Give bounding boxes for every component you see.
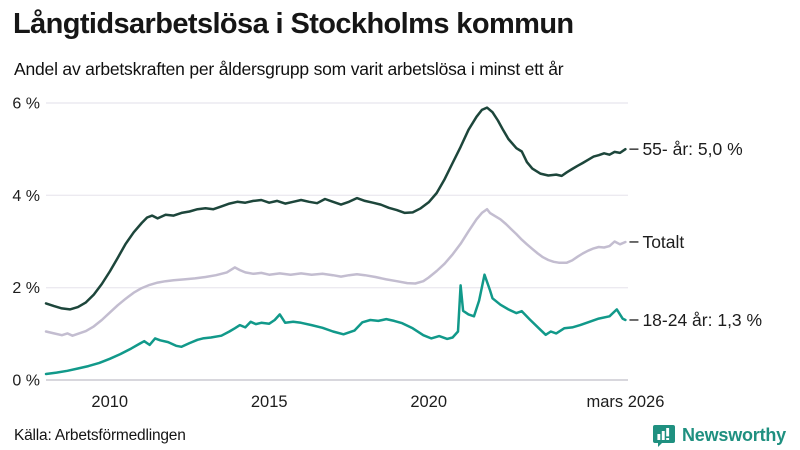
y-tick-label-4: 4 % [12,188,40,205]
x-tick-label-mars-2026: mars 2026 [586,393,664,411]
chart-subtitle: Andel av arbetskraften per åldersgrupp s… [14,59,564,79]
bar-chart-bubble-icon [652,425,675,447]
x-tick-label-2020: 2020 [410,393,447,411]
x-tick-label-2010: 2010 [91,393,128,411]
series-label-55--år: 55- år: 5,0 % [642,139,742,159]
x-tick-label-2015: 2015 [251,393,288,411]
series-label-Totalt: Totalt [642,232,684,252]
page-title: Långtidsarbetslösa i Stockholms kommun [13,8,574,40]
newsworthy-logo: Newsworthy [652,423,786,447]
y-tick-label-0: 0 % [12,373,40,390]
y-tick-label-6: 6 % [12,96,40,113]
newsworthy-wordmark: Newsworthy [681,424,786,445]
y-tick-label-2: 2 % [12,280,40,297]
source-note: Källa: Arbetsförmedlingen [14,427,186,444]
series-line-18-24-år [44,273,627,376]
series-line-55--år [44,106,627,311]
series-label-18-24-år: 18-24 år: 1,3 % [642,310,762,330]
series-line-Totalt [44,207,627,337]
